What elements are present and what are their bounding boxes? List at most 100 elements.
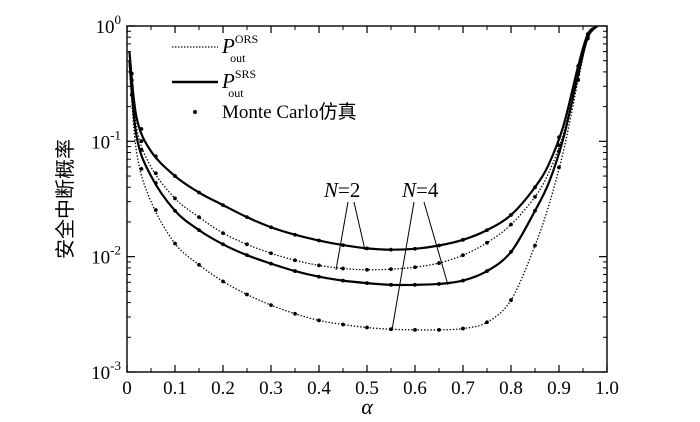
- monte-carlo-point: [139, 139, 144, 144]
- x-tick-label: 0.5: [355, 378, 379, 399]
- monte-carlo-point: [173, 174, 177, 178]
- monte-carlo-point: [461, 237, 465, 242]
- monte-carlo-point: [221, 279, 225, 284]
- monte-carlo-point: [341, 322, 345, 327]
- series-group: [128, 25, 599, 331]
- monte-carlo-point: [437, 282, 441, 286]
- monte-carlo-point: [576, 72, 581, 77]
- x-tick-label: 0: [122, 378, 132, 399]
- x-tick-label: 0.4: [307, 378, 331, 399]
- monte-carlo-markers: [129, 32, 590, 332]
- monte-carlo-point: [509, 298, 513, 303]
- monte-carlo-point: [269, 225, 273, 230]
- monte-carlo-point: [245, 253, 249, 258]
- monte-carlo-point: [437, 243, 441, 248]
- y-tick-label: 10-3: [91, 358, 121, 384]
- monte-carlo-point: [153, 208, 158, 212]
- monte-carlo-point: [173, 196, 177, 201]
- monte-carlo-point: [389, 282, 393, 287]
- x-tick-label: 0.3: [259, 378, 283, 399]
- plot-frame: [126, 25, 608, 373]
- monte-carlo-point: [139, 147, 144, 152]
- monte-carlo-point: [461, 253, 465, 258]
- legend-label-monte-carlo: Monte Carlo仿真: [222, 101, 357, 123]
- monte-carlo-point: [341, 243, 345, 247]
- monte-carlo-point: [197, 228, 201, 232]
- monte-carlo-point: [221, 203, 225, 207]
- monte-carlo-point: [389, 247, 393, 252]
- monte-carlo-point: [245, 242, 249, 247]
- monte-carlo-point: [485, 320, 489, 325]
- monte-carlo-point: [317, 263, 321, 268]
- monte-carlo-point: [485, 269, 489, 273]
- monte-carlo-point: [197, 190, 201, 195]
- annotation-n4-leader-2: [423, 201, 449, 286]
- monte-carlo-point: [221, 231, 225, 236]
- annotation-n4: N=4: [391, 178, 449, 331]
- monte-carlo-point: [509, 222, 513, 227]
- monte-carlo-point: [557, 143, 561, 148]
- monte-carlo-point: [153, 181, 158, 185]
- legend-marker-monte-carlo: [193, 110, 197, 114]
- y-axis: 10-3 10-2 10-1 100: [91, 12, 607, 384]
- y-axis-label: 安全中断概率: [53, 139, 77, 259]
- monte-carlo-point: [245, 215, 249, 220]
- monte-carlo-point: [341, 266, 345, 271]
- monte-carlo-point: [461, 326, 465, 331]
- series-line-2: [128, 25, 598, 271]
- monte-carlo-point: [437, 261, 441, 265]
- monte-carlo-point: [129, 92, 134, 97]
- monte-carlo-point: [533, 208, 537, 213]
- legend-label-srs: PSRS out: [221, 67, 256, 100]
- monte-carlo-point: [576, 78, 581, 82]
- monte-carlo-point: [173, 208, 177, 213]
- y-tick-label: 10-1: [91, 127, 121, 153]
- x-tick-label: 0.9: [547, 378, 571, 399]
- monte-carlo-point: [461, 278, 465, 283]
- annotation-n2-leader-2: [353, 201, 366, 251]
- monte-carlo-point: [317, 238, 321, 243]
- legend: PORS out PSRS out Monte Carlo仿真: [172, 32, 357, 123]
- monte-carlo-point: [576, 64, 581, 68]
- x-tick-label: 0.2: [211, 378, 235, 399]
- x-tick-label: 0.1: [163, 378, 187, 399]
- monte-carlo-point: [557, 135, 561, 140]
- annotation-n4-leader-1: [391, 201, 415, 331]
- monte-carlo-point: [413, 265, 417, 270]
- y-tick-label: 100: [96, 12, 122, 38]
- monte-carlo-point: [413, 246, 417, 251]
- monte-carlo-point: [269, 251, 273, 256]
- monte-carlo-point: [365, 267, 369, 272]
- monte-carlo-point: [585, 36, 590, 41]
- monte-carlo-point: [139, 127, 144, 131]
- monte-carlo-point: [293, 311, 297, 316]
- series-line-4: [128, 25, 598, 331]
- y-tick-label: 10-2: [91, 243, 121, 269]
- monte-carlo-point: [509, 213, 513, 217]
- monte-carlo-point: [533, 194, 537, 199]
- monte-carlo-point: [129, 78, 134, 82]
- annotation-n4-label: N=4: [401, 178, 439, 202]
- monte-carlo-point: [197, 215, 201, 220]
- monte-carlo-point: [153, 171, 158, 176]
- legend-label-ors: PORS out: [221, 32, 258, 65]
- monte-carlo-point: [269, 261, 273, 266]
- series-line-1: [128, 25, 599, 251]
- series-line-3: [128, 25, 599, 287]
- monte-carlo-point: [437, 327, 441, 332]
- monte-carlo-point: [365, 246, 369, 251]
- x-tick-label: 0.6: [403, 378, 427, 399]
- x-tick-label: 0.7: [451, 378, 475, 399]
- monte-carlo-point: [365, 281, 369, 285]
- monte-carlo-point: [153, 154, 158, 159]
- monte-carlo-point: [557, 149, 561, 154]
- annotation-n2: N=2: [323, 178, 366, 271]
- monte-carlo-point: [139, 166, 144, 171]
- monte-carlo-point: [197, 262, 201, 267]
- monte-carlo-point: [317, 318, 321, 323]
- monte-carlo-point: [129, 84, 134, 88]
- x-tick-label: 1.0: [595, 378, 619, 399]
- x-axis: 0 0.1 0.2 0.3 0.4 0.5 0.6 0.7 0.8 0.9 1.0: [122, 26, 619, 399]
- monte-carlo-point: [509, 249, 513, 254]
